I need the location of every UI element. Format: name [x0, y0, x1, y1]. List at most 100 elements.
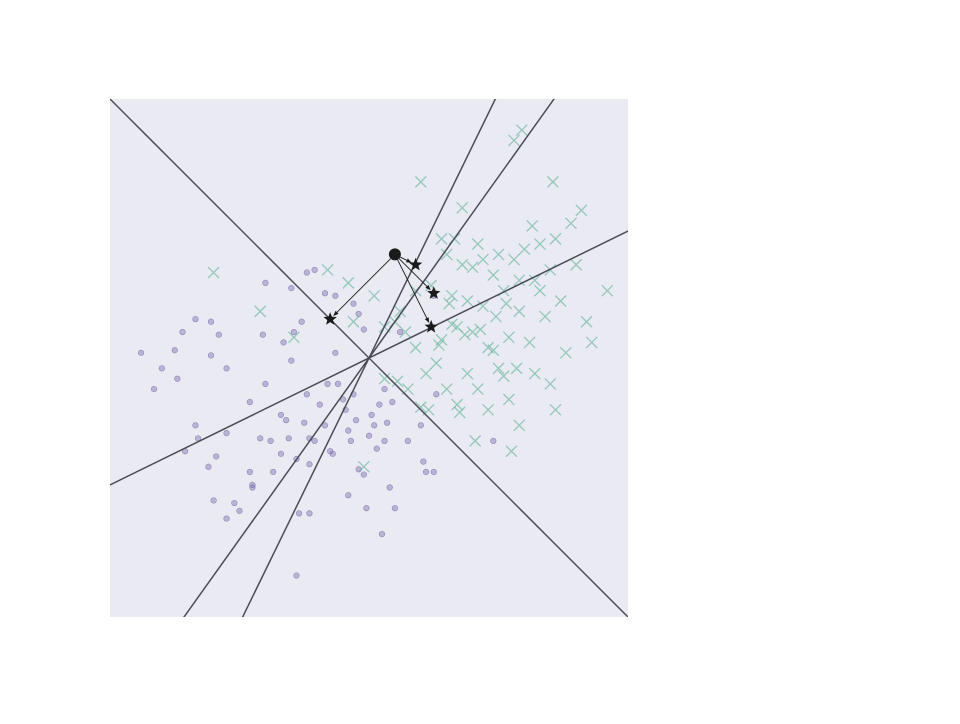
point-cross [342, 276, 355, 289]
point-cross [492, 248, 505, 261]
point-circle [378, 531, 386, 538]
point-cross [549, 403, 562, 416]
point-cross [435, 333, 448, 346]
point-cross [477, 300, 489, 313]
point-circle [207, 318, 215, 325]
point-circle [174, 375, 181, 382]
point-cross [554, 295, 567, 307]
point-cross [575, 204, 588, 217]
point-circle [301, 419, 308, 426]
point-circle [417, 422, 424, 429]
point-cross [505, 445, 518, 458]
point-circle [171, 347, 178, 354]
point-circle [277, 411, 285, 419]
point-cross [539, 310, 552, 323]
point-circle [389, 398, 396, 406]
neighbor-arrows [333, 256, 431, 323]
point-circle [283, 417, 290, 424]
point-circle [316, 401, 323, 408]
point-cross [570, 258, 583, 271]
point-circle [345, 492, 352, 499]
point-cross [513, 305, 526, 318]
point-cross [471, 383, 484, 396]
point-cross [414, 175, 427, 188]
data-points [137, 124, 614, 579]
point-cross [321, 263, 334, 276]
point-circle [231, 499, 238, 507]
point-cross [515, 124, 528, 137]
star-marker [424, 319, 438, 333]
point-circle [192, 422, 199, 429]
point-cross [420, 367, 432, 380]
point-circle [267, 437, 274, 444]
point-cross [492, 362, 505, 375]
boundary-line [110, 99, 628, 617]
point-circle [306, 461, 313, 468]
point-cross [528, 274, 541, 287]
star-marker [323, 312, 337, 325]
point-cross [391, 375, 404, 388]
point-cross [461, 295, 474, 307]
point-circle [345, 427, 352, 434]
point-circle [246, 468, 253, 476]
point-circle [223, 430, 230, 437]
point-circle [433, 391, 440, 398]
point-cross [559, 346, 572, 359]
point-cross [414, 401, 427, 414]
point-circle [205, 463, 212, 470]
point-circle [259, 331, 266, 338]
point-circle [352, 417, 360, 424]
point-circle [311, 437, 318, 444]
point-circle [223, 365, 230, 372]
point-cross [585, 336, 598, 349]
point-circle [381, 437, 388, 444]
point-cross [445, 318, 458, 331]
point-cross [580, 315, 593, 328]
point-cross [489, 310, 502, 323]
point-circle [420, 458, 427, 465]
point-cross [528, 367, 541, 380]
point-circle [285, 435, 292, 442]
point-cross [453, 406, 466, 419]
point-cross [443, 297, 456, 310]
point-circle [293, 572, 300, 579]
point-cross [461, 367, 474, 380]
point-circle [311, 266, 318, 274]
point-circle [280, 339, 287, 346]
point-cross [502, 393, 515, 406]
boundary-lines [110, 99, 628, 617]
point-cross [368, 289, 381, 302]
highlight-markers [323, 248, 441, 333]
point-cross [502, 331, 515, 344]
point-cross [409, 341, 422, 354]
point-circle [236, 507, 243, 514]
point-cross [394, 305, 407, 318]
point-circle [303, 269, 310, 276]
point-circle [179, 329, 186, 336]
point-circle [381, 385, 388, 393]
point-circle [371, 422, 378, 429]
point-cross [440, 383, 453, 396]
point-cross [508, 253, 520, 266]
point-cross [471, 238, 484, 250]
point-circle [290, 329, 297, 336]
point-cross [254, 305, 267, 318]
point-cross [469, 434, 482, 447]
point-circle [334, 380, 342, 388]
point-cross [546, 175, 559, 188]
point-cross [544, 377, 557, 390]
point-circle [298, 318, 305, 325]
point-cross [207, 266, 220, 279]
point-circle [360, 326, 367, 333]
point-circle [490, 437, 497, 444]
point-circle [430, 468, 437, 476]
point-cross [451, 398, 464, 411]
point-circle [350, 300, 357, 307]
point-circle [321, 290, 329, 297]
point-circle [246, 398, 253, 406]
point-circle [295, 510, 303, 517]
point-cross [477, 253, 489, 266]
point-circle [257, 435, 264, 442]
point-circle [192, 316, 199, 323]
point-circle [262, 380, 269, 388]
